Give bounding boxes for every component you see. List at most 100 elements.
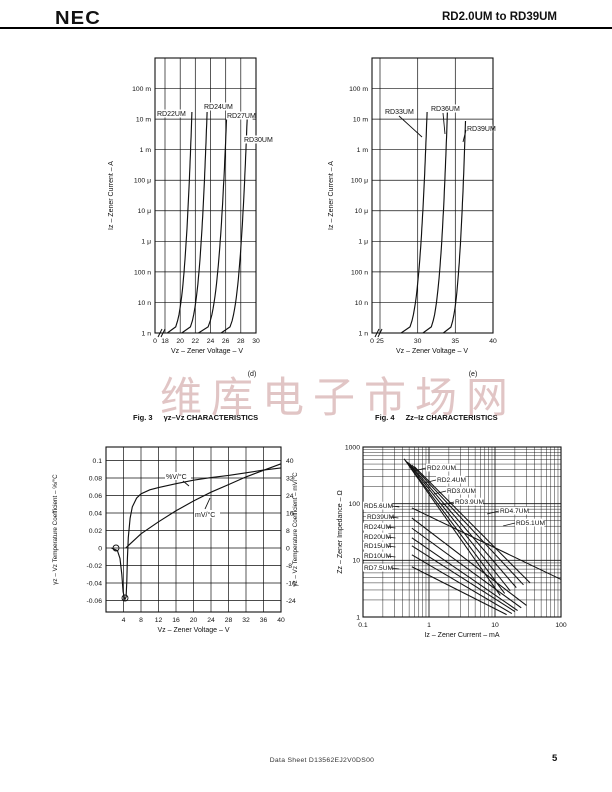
svg-text:Zz – Zener Impedance – Ω: Zz – Zener Impedance – Ω [337, 490, 344, 573]
chart-gamma-vz: 4 8 12 16 20 24 28 32 36 40 0.1 40 0.08 32 0.06 24 0.04 1… [51, 446, 299, 634]
svg-text:100 μ: 100 μ [134, 178, 151, 185]
svg-text:RD30UM: RD30UM [244, 137, 273, 144]
svg-text:100 m: 100 m [132, 86, 151, 93]
svg-text:RD15UM: RD15UM [364, 543, 391, 550]
svg-text:0: 0 [98, 545, 102, 552]
svg-text:24: 24 [207, 617, 215, 624]
svg-text:30: 30 [414, 338, 422, 345]
svg-text:100 m: 100 m [349, 86, 368, 93]
chart-zz-iz: 0.1 1 10 1001101001000RD2.0UMRD2.4UMRD3.0UM… [337, 444, 567, 639]
svg-text:-0.04: -0.04 [87, 580, 103, 587]
svg-text:100: 100 [349, 501, 361, 508]
svg-text:1 μ: 1 μ [141, 239, 151, 246]
svg-text:RD7.5UM: RD7.5UM [364, 565, 393, 572]
fig4-caption: Fig. 4 Zz–Iz CHARACTERISTICS [375, 413, 498, 422]
svg-text:0.06: 0.06 [89, 493, 102, 500]
svg-text:35: 35 [452, 338, 460, 345]
svg-text:40: 40 [286, 458, 294, 465]
footer-page-number: 5 [552, 753, 558, 764]
footer-document-id: Data Sheet D13562EJ2V0DS00 [269, 757, 375, 764]
svg-text:γz – Vz Temperature Coefficien: γz – Vz Temperature Coefficient – %/°C [51, 474, 59, 585]
svg-text:1 m: 1 m [140, 147, 152, 154]
svg-text:0.04: 0.04 [89, 510, 102, 517]
svg-text:(e): (e) [469, 371, 478, 378]
svg-text:0.08: 0.08 [89, 475, 102, 482]
svg-text:RD36UM: RD36UM [431, 106, 460, 113]
svg-text:10 m: 10 m [136, 117, 151, 124]
svg-text:RD20UM: RD20UM [364, 534, 391, 541]
svg-text:1 μ: 1 μ [358, 239, 368, 246]
fig4-caption-title: Zz–Iz CHARACTERISTICS [405, 413, 498, 422]
svg-text:-24: -24 [286, 598, 296, 605]
svg-text:Vz – Zener Voltage – V: Vz – Zener Voltage – V [171, 348, 243, 355]
svg-text:Vz – Zener Voltage – V: Vz – Zener Voltage – V [158, 627, 230, 634]
svg-text:RD33UM: RD33UM [385, 109, 414, 116]
chart-iz-vz-e: 1 n 10 n 100 n 1 μ 10 μ 100 μ 1 m 10 m 100 m 0 25 3… [328, 57, 497, 378]
svg-text:1 n: 1 n [142, 330, 152, 337]
svg-text:100 n: 100 n [134, 269, 151, 276]
svg-text:1 m: 1 m [357, 147, 369, 154]
svg-text:20: 20 [176, 338, 184, 345]
svg-text:Iz – Zener Current – mA: Iz – Zener Current – mA [424, 632, 499, 639]
svg-text:1 n: 1 n [359, 330, 369, 337]
fig4-caption-number: Fig. 4 [375, 413, 395, 422]
svg-text:RD27UM: RD27UM [227, 113, 256, 120]
svg-text:0.1: 0.1 [93, 458, 103, 465]
fig3-caption-number: Fig. 3 [133, 413, 153, 422]
svg-text:Vz – Zener Voltage – V: Vz – Zener Voltage – V [396, 348, 468, 355]
svg-text:4: 4 [122, 617, 126, 624]
header-rule [0, 27, 612, 29]
svg-text:1: 1 [356, 614, 360, 621]
svg-text:0: 0 [370, 338, 374, 345]
svg-text:26: 26 [222, 338, 230, 345]
svg-text:10 μ: 10 μ [355, 208, 368, 215]
svg-text:8: 8 [286, 528, 290, 535]
svg-text:25: 25 [376, 338, 384, 345]
svg-text:32: 32 [286, 475, 294, 482]
chart-iz-vz-d: 1 n 10 n 100 n 1 μ 10 μ 100 μ 1 m 10 m 100 m 0 18 2… [108, 57, 273, 378]
svg-text:10 μ: 10 μ [138, 208, 151, 215]
svg-text:24: 24 [286, 493, 294, 500]
page-title: RD2.0UM to RD39UM [441, 11, 557, 23]
svg-text:(d): (d) [248, 371, 257, 378]
svg-text:-8: -8 [286, 563, 292, 570]
svg-text:0: 0 [286, 545, 290, 552]
svg-text:RD10UM: RD10UM [364, 553, 391, 560]
svg-text:20: 20 [190, 617, 198, 624]
svg-text:RD39UM: RD39UM [367, 514, 394, 521]
svg-text:22: 22 [192, 338, 200, 345]
svg-text:Iz – Zener Current – A: Iz – Zener Current – A [108, 161, 115, 230]
svg-text:RD3.9UM: RD3.9UM [455, 499, 484, 506]
svg-text:RD3.0UM: RD3.0UM [447, 488, 476, 495]
svg-text:RD22UM: RD22UM [157, 111, 186, 118]
svg-text:24: 24 [207, 338, 215, 345]
svg-text:-16: -16 [286, 580, 296, 587]
svg-text:-0.06: -0.06 [87, 598, 103, 605]
svg-text:28: 28 [237, 338, 245, 345]
fig3-caption-title: γz–Vz CHARACTERISTICS [163, 413, 259, 422]
svg-text:RD2.4UM: RD2.4UM [437, 477, 466, 484]
svg-text:0: 0 [153, 338, 157, 345]
svg-text:30: 30 [252, 338, 260, 345]
svg-text:mV/°C: mV/°C [195, 511, 215, 519]
svg-text:32: 32 [242, 617, 250, 624]
svg-text:RD24UM: RD24UM [204, 104, 233, 111]
svg-text:10: 10 [352, 558, 360, 565]
svg-text:0.1: 0.1 [358, 622, 368, 629]
svg-text:10 m: 10 m [353, 117, 368, 124]
svg-text:28: 28 [225, 617, 233, 624]
svg-text:36: 36 [260, 617, 268, 624]
svg-text:γz – Vz Temperature Coefficien: γz – Vz Temperature Coefficient – mV/°C [291, 472, 299, 587]
svg-text:RD4.7UM: RD4.7UM [500, 508, 529, 515]
svg-text:12: 12 [155, 617, 163, 624]
svg-text:18: 18 [161, 338, 169, 345]
svg-text:Iz – Zener Current – A: Iz – Zener Current – A [328, 161, 335, 230]
svg-text:RD5.6UM: RD5.6UM [364, 503, 393, 510]
svg-text:10 n: 10 n [138, 300, 151, 307]
svg-text:0.02: 0.02 [89, 528, 102, 535]
svg-text:8: 8 [139, 617, 143, 624]
svg-text:-0.02: -0.02 [87, 563, 103, 570]
svg-text:%V/°C: %V/°C [166, 473, 187, 481]
svg-text:RD5.1UM: RD5.1UM [516, 520, 545, 527]
